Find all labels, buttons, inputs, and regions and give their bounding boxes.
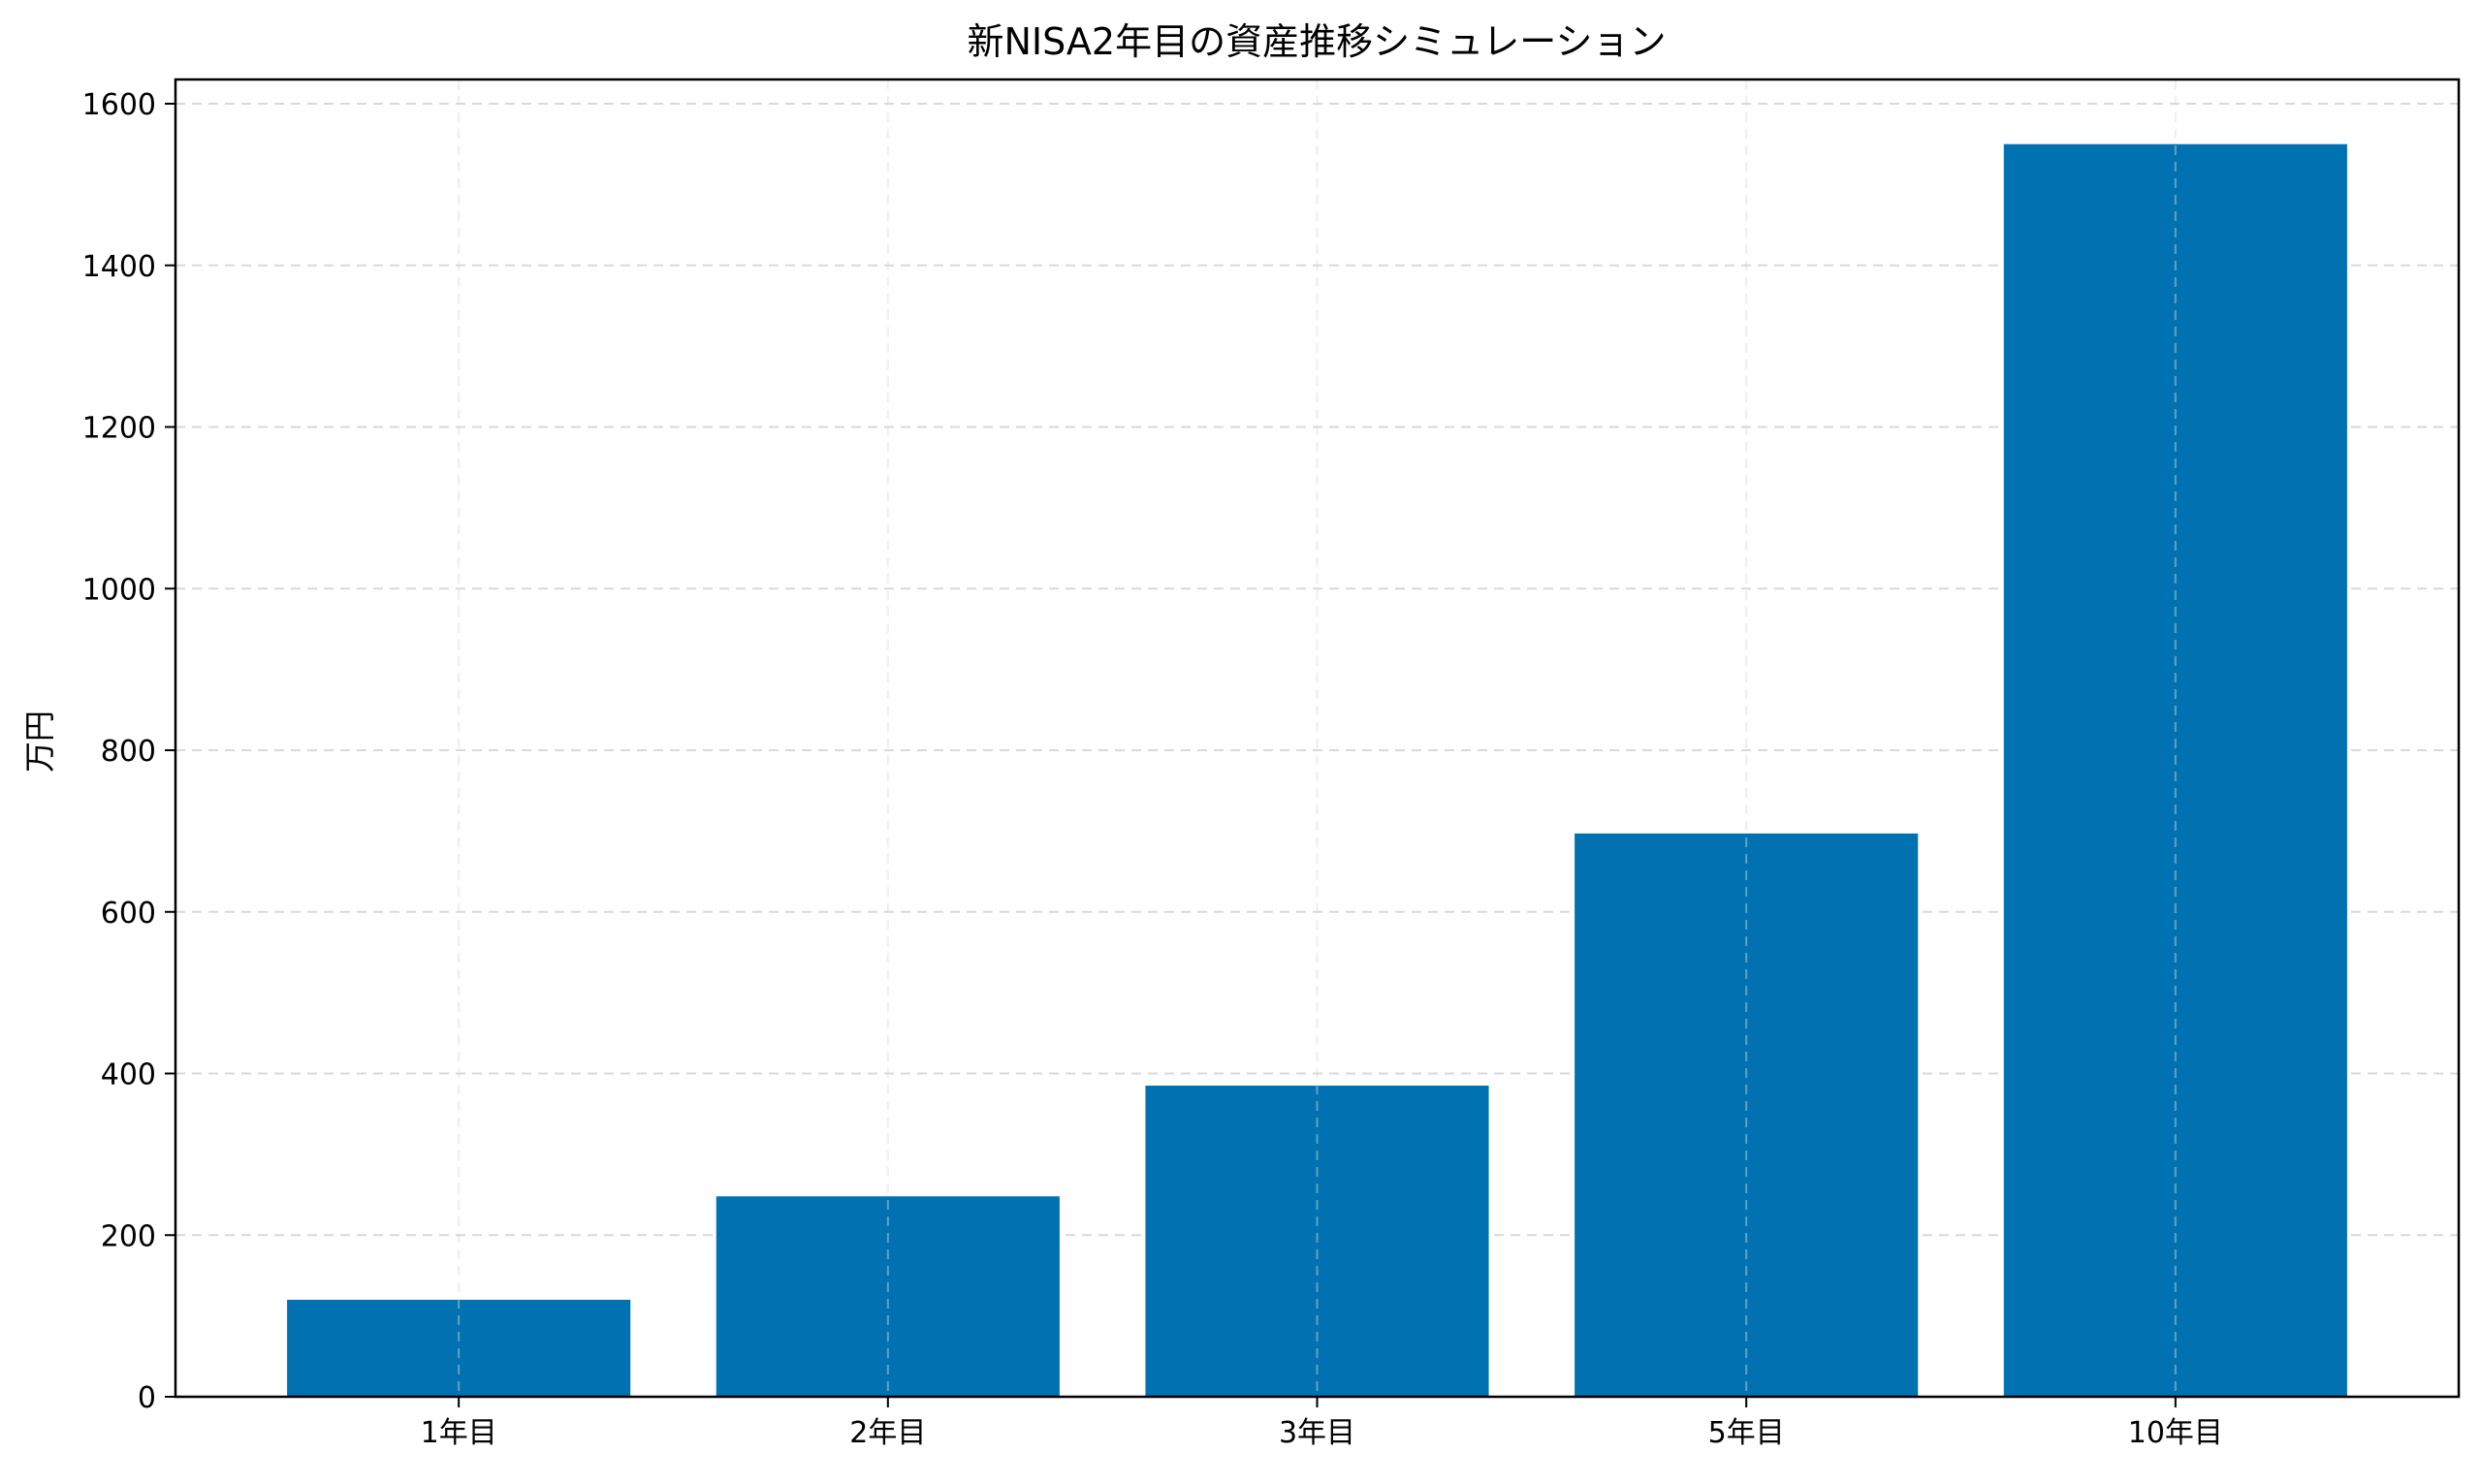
chart-title: 新NISA2年目の資産推移シミュレーション (967, 20, 1666, 63)
bar (1145, 1086, 1489, 1397)
bar (2003, 143, 2347, 1398)
bar (716, 1196, 1060, 1397)
y-tick-label: 800 (101, 735, 156, 769)
bar (287, 1299, 631, 1397)
x-tick-label: 5年目 (1708, 1416, 1785, 1450)
y-tick-label: 200 (101, 1219, 156, 1253)
bar (1575, 833, 1919, 1397)
x-tick-label: 2年目 (849, 1416, 926, 1450)
y-tick-label: 1200 (82, 412, 156, 446)
x-tick-label: 10年目 (2128, 1416, 2223, 1450)
y-tick-label: 400 (101, 1058, 156, 1092)
y-tick-label: 1400 (82, 250, 156, 284)
x-tick-label: 1年目 (421, 1416, 497, 1450)
axes-layer: 0 200 400 600 800 1000 1200 1400 1600 1年目 2年目 3年目 5年… (82, 78, 2461, 1450)
y-tick-label: 600 (101, 897, 156, 931)
y-tick-label: 1600 (82, 88, 156, 122)
plot-frame (174, 78, 2461, 1399)
y-axis-label: 万円 (21, 710, 58, 773)
y-tick-label: 0 (138, 1381, 156, 1415)
y-tick-label: 1000 (82, 573, 156, 607)
x-tick-label: 3年目 (1279, 1416, 1355, 1450)
grid-layer (175, 103, 2459, 1398)
bars-layer (287, 79, 2347, 1398)
